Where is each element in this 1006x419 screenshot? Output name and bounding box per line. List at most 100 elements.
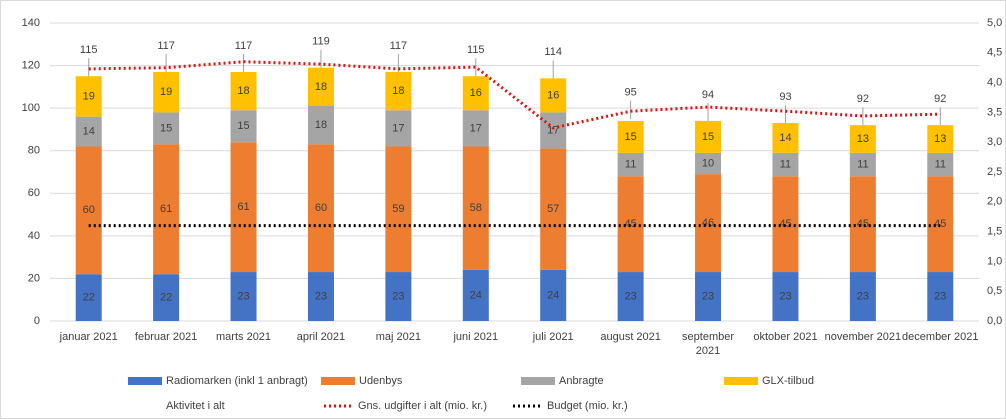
bar-segment bbox=[849, 152, 876, 177]
bar-label: 11 bbox=[780, 158, 791, 170]
bar-label: 45 bbox=[625, 218, 637, 230]
bar-label: 22 bbox=[83, 291, 95, 303]
bar-segment bbox=[385, 272, 412, 321]
bar-segment bbox=[385, 71, 412, 111]
total-label: 117 bbox=[235, 40, 253, 52]
bar-segment bbox=[927, 272, 954, 321]
bar-label: 23 bbox=[392, 290, 404, 302]
bar-segment bbox=[307, 144, 334, 273]
y-tick-label: 40 bbox=[28, 230, 40, 242]
legend-label: Udenbys bbox=[359, 375, 403, 387]
y-tick-label: 140 bbox=[22, 17, 40, 29]
x-tick-label: august 2021 bbox=[600, 331, 661, 343]
bar-label: 23 bbox=[934, 290, 946, 302]
bar-segment bbox=[462, 269, 489, 321]
bar-label: 16 bbox=[547, 89, 559, 101]
bar-label: 60 bbox=[83, 204, 95, 216]
y2-tick-label: 3,5 bbox=[987, 106, 1002, 118]
bar-label: 14 bbox=[83, 125, 95, 137]
y-tick-label: 20 bbox=[28, 272, 40, 284]
bar-segment bbox=[540, 148, 567, 270]
y2-tick-label: 1,5 bbox=[987, 226, 1002, 238]
bar-label: 18 bbox=[315, 81, 327, 93]
bar-segment bbox=[230, 272, 257, 321]
legend-swatch bbox=[521, 377, 555, 385]
legend-label: Anbragte bbox=[559, 375, 604, 387]
bar-segment bbox=[695, 120, 722, 153]
bar-label: 23 bbox=[625, 290, 637, 302]
bar-label: 19 bbox=[160, 86, 172, 98]
bar-label: 11 bbox=[857, 158, 868, 170]
bar-segment bbox=[927, 152, 954, 177]
x-tick-label: september 2021 bbox=[682, 331, 735, 357]
x-tick-label: marts 2021 bbox=[216, 331, 272, 343]
bar-label: 23 bbox=[315, 290, 327, 302]
bar-segment bbox=[153, 274, 180, 321]
legend-label: Gns. udgifter i alt (mio. kr.) bbox=[358, 400, 487, 412]
bar-segment bbox=[695, 272, 722, 321]
bar-segment bbox=[307, 67, 334, 107]
bar-label: 15 bbox=[702, 131, 714, 143]
legend-swatch bbox=[321, 377, 355, 385]
bar-segment bbox=[617, 120, 644, 153]
bar-segment bbox=[75, 274, 102, 321]
y2-tick-label: 1,0 bbox=[987, 255, 1002, 267]
bar-segment bbox=[617, 152, 644, 177]
x-tick-label: december 2021 bbox=[902, 331, 979, 343]
total-label: 114 bbox=[544, 46, 562, 58]
bar-label: 61 bbox=[237, 201, 249, 213]
bar-segment bbox=[927, 125, 954, 153]
bar-segment bbox=[617, 272, 644, 321]
legend-label: Budget (mio. kr.) bbox=[547, 400, 628, 412]
x-tick-label: april 2021 bbox=[296, 331, 346, 343]
bar-label: 10 bbox=[702, 157, 714, 169]
y-tick-label: 120 bbox=[22, 59, 40, 71]
bar-segment bbox=[230, 142, 257, 273]
bar-segment bbox=[849, 125, 876, 153]
bar-label: 11 bbox=[935, 158, 946, 170]
bar-label: 23 bbox=[237, 290, 249, 302]
bar-label: 18 bbox=[392, 85, 404, 97]
total-label: 92 bbox=[857, 93, 869, 105]
bar-label: 17 bbox=[470, 122, 482, 134]
total-label: 119 bbox=[312, 36, 330, 48]
total-label: 92 bbox=[934, 93, 946, 105]
legend-swatch bbox=[724, 377, 758, 385]
bar-label: 11 bbox=[625, 158, 636, 170]
bar-label: 58 bbox=[470, 202, 482, 214]
y-tick-label: 100 bbox=[22, 102, 40, 114]
bar-label: 45 bbox=[857, 218, 869, 230]
y2-tick-label: 4,0 bbox=[987, 77, 1002, 89]
line-series bbox=[88, 60, 941, 130]
bar-segment bbox=[230, 71, 257, 111]
bar-segment bbox=[462, 110, 489, 147]
y2-tick-label: 0,0 bbox=[987, 315, 1002, 327]
bar-label: 59 bbox=[392, 203, 404, 215]
bar-segment bbox=[772, 272, 799, 321]
bar-segment bbox=[695, 174, 722, 273]
bar-label: 61 bbox=[160, 203, 172, 215]
bar-segment bbox=[540, 78, 567, 113]
bar-segment bbox=[462, 146, 489, 270]
bar-segment bbox=[772, 152, 799, 177]
bar-label: 15 bbox=[625, 131, 637, 143]
bar-label: 18 bbox=[237, 85, 249, 97]
bar-segment bbox=[540, 269, 567, 321]
legend-label: GLX-tilbud bbox=[762, 375, 814, 387]
total-label: 115 bbox=[80, 44, 98, 56]
bar-label: 46 bbox=[702, 217, 714, 229]
x-tick-label: juli 2021 bbox=[532, 331, 574, 343]
bar-label: 18 bbox=[315, 119, 327, 131]
bar-segment bbox=[153, 112, 180, 145]
y2-tick-label: 5,0 bbox=[987, 17, 1002, 29]
y2-tick-label: 3,0 bbox=[987, 136, 1002, 148]
bar-segment bbox=[153, 71, 180, 113]
bar-label: 14 bbox=[779, 132, 791, 144]
bar-segment bbox=[849, 272, 876, 321]
legend-label: Radiomarken (inkl 1 anbragt) bbox=[166, 375, 308, 387]
total-label: 93 bbox=[779, 91, 791, 103]
y2-tick-label: 2,0 bbox=[987, 196, 1002, 208]
legend-label: Aktivitet i alt bbox=[166, 400, 225, 412]
bar-label: 23 bbox=[702, 290, 714, 302]
